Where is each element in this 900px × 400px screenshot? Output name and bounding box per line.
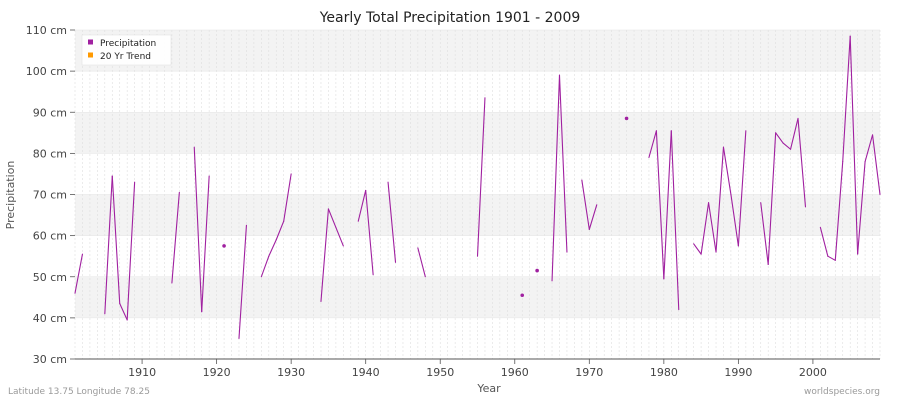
series-segment	[327, 208, 337, 228]
legend-box	[81, 34, 172, 66]
x-tick-label: 1970	[575, 366, 603, 379]
series-segment	[260, 255, 270, 278]
series-segment	[790, 117, 799, 150]
series-segment	[558, 74, 568, 253]
x-tick-label: 1980	[650, 366, 678, 379]
footer-source: worldspecies.org	[804, 387, 880, 397]
series-segment	[670, 130, 680, 311]
x-axis-label: Year	[476, 382, 501, 395]
series-segment	[775, 132, 784, 144]
data-point	[535, 268, 539, 273]
x-tick-label: 2000	[799, 366, 827, 379]
series-segment	[74, 253, 84, 294]
y-tick-label: 50 cm	[33, 271, 67, 284]
precipitation-series	[74, 35, 881, 339]
series-segment	[275, 220, 285, 241]
series-segment	[663, 130, 672, 280]
series-segment	[476, 97, 486, 257]
x-tick-label: 1990	[724, 366, 752, 379]
legend-label-trend: 20 Yr Trend	[100, 52, 151, 62]
series-segment	[715, 146, 725, 253]
series-segment	[268, 239, 277, 257]
series-segment	[551, 74, 561, 282]
series-segment	[387, 181, 397, 263]
series-segment	[588, 204, 598, 231]
y-tick-label: 90 cm	[33, 106, 67, 119]
legend-swatch-precipitation	[88, 39, 93, 45]
y-axis-label: Precipitation	[4, 161, 17, 230]
series-segment	[111, 175, 121, 305]
x-tick-label: 1950	[426, 366, 454, 379]
series-segment	[693, 243, 702, 255]
legend: Precipitation 20 Yr Trend	[81, 34, 172, 66]
series-segment	[104, 175, 113, 315]
series-segment	[871, 134, 881, 196]
data-point	[222, 244, 226, 248]
legend-label-precipitation: Precipitation	[100, 39, 156, 49]
series-segment	[126, 181, 136, 321]
series-segment	[700, 202, 710, 255]
series-segment	[648, 130, 657, 159]
y-tick-label: 40 cm	[33, 312, 67, 325]
x-tick-label: 1960	[501, 366, 529, 379]
series-segment	[827, 255, 836, 261]
legend-swatch-trend	[88, 52, 93, 58]
chart-title: Yearly Total Precipitation 1901 - 2009	[319, 10, 581, 26]
x-axis-ticks: 1910 1920 1930 1940 1950 1960 1970 1980 1990 2000	[128, 359, 827, 379]
series-segment	[581, 179, 590, 231]
x-tick-label: 1920	[203, 366, 231, 379]
data-point	[624, 116, 629, 121]
series-segment	[730, 193, 739, 247]
series-segment	[797, 117, 807, 208]
series-segment	[238, 224, 247, 339]
series-segment	[819, 226, 829, 257]
y-axis-ticks: 30 cm 40 cm 50 cm 60 cm 70 cm 80 cm 90 cm 100 c…	[26, 24, 75, 366]
x-tick-label: 1910	[128, 366, 156, 379]
series-segment	[737, 130, 747, 247]
series-segment	[857, 161, 866, 255]
x-tick-label: 1930	[277, 366, 305, 379]
data-point	[520, 293, 525, 298]
series-segment	[722, 146, 732, 196]
series-segment	[834, 161, 844, 261]
series-segment	[365, 189, 374, 276]
series-segment	[283, 173, 292, 222]
series-segment	[193, 146, 203, 313]
series-segment	[849, 35, 859, 255]
series-segment	[842, 35, 851, 163]
y-tick-label: 70 cm	[33, 189, 67, 202]
series-segment	[655, 130, 665, 280]
series-segment	[760, 202, 769, 265]
series-segment	[357, 189, 367, 222]
footer-coordinates: Latitude 13.75 Longitude 78.25	[8, 387, 150, 397]
series-segment	[864, 134, 874, 163]
y-tick-label: 60 cm	[33, 230, 67, 243]
y-tick-label: 100 cm	[26, 65, 67, 78]
series-segment	[119, 302, 128, 321]
series-segment	[782, 142, 792, 150]
series-segment	[201, 175, 210, 313]
y-tick-label: 30 cm	[33, 353, 67, 366]
series-segment	[171, 191, 180, 284]
series-segment	[417, 247, 426, 278]
y-tick-label: 80 cm	[33, 147, 67, 160]
series-segment	[320, 208, 329, 302]
series-segment	[708, 202, 717, 253]
series-segment	[767, 132, 777, 265]
y-tick-label: 110 cm	[26, 24, 67, 37]
series-segment	[335, 226, 344, 247]
x-tick-label: 1940	[352, 366, 380, 379]
